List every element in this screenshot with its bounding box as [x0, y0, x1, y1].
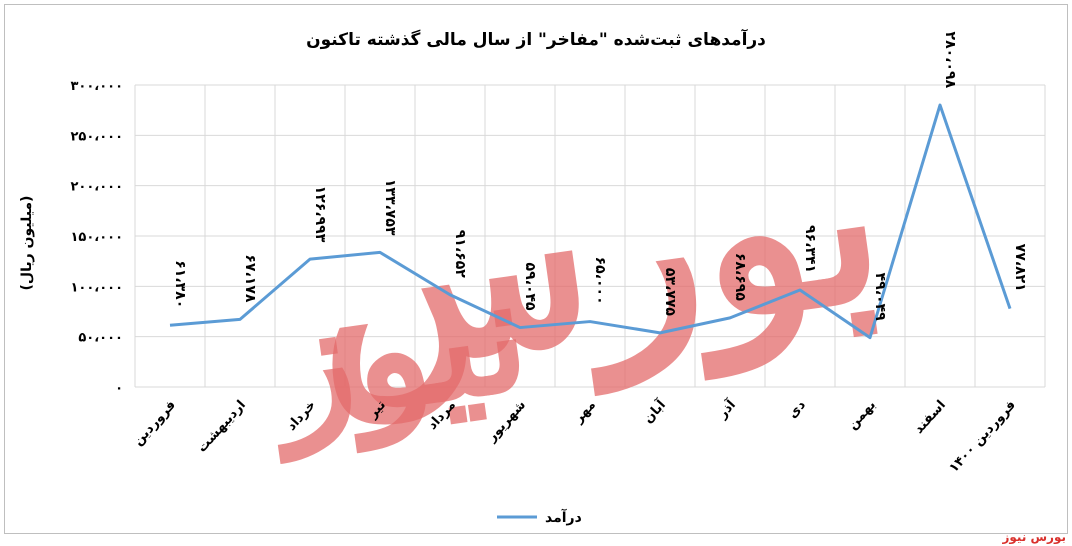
- y-tick-label: ۲۰۰،۰۰۰: [70, 180, 123, 195]
- x-tick-label: دی: [785, 397, 809, 421]
- x-axis-ticks: فروردین اردیبهشت خرداد تیر مرداد شهریور مهر آبا…: [131, 396, 1019, 476]
- y-tick-label: ۲۵۰،۰۰۰: [70, 129, 123, 144]
- y-axis-ticks: ۰ ۵۰،۰۰۰ ۱۰۰،۰۰۰ ۱۵۰،۰۰۰ ۲۰۰،۰۰۰ ۲۵۰،۰۰۰ ۳۰۰،۰…: [70, 79, 123, 396]
- x-tick-label: مهر: [571, 398, 599, 427]
- data-label: ۵۳،۷۷۵: [662, 268, 678, 316]
- y-tick-label: ۰: [115, 381, 123, 396]
- data-labels: ۶۱،۳۸۰ ۶۷،۱۷۸ ۱۲۶،۹۹۳ ۱۳۳،۷۵۳ ۹۱،۶۵۲ ۵۹،۰۴۵ ۶۵…: [172, 32, 1028, 322]
- x-tick-label: آذر: [713, 396, 739, 422]
- data-label: ۶۸،۶۹۵: [732, 253, 748, 301]
- x-tick-label: اسفند: [911, 398, 949, 437]
- y-tick-label: ۱۰۰،۰۰۰: [70, 280, 123, 295]
- watermark-secondary: نیوز: [253, 238, 540, 465]
- y-tick-label: ۳۰۰،۰۰۰: [70, 79, 123, 94]
- x-tick-label: اردیبهشت: [195, 398, 249, 456]
- data-label: ۹۱،۶۵۲: [452, 230, 468, 278]
- legend: درآمد: [497, 508, 582, 526]
- data-label: ۶۷،۱۷۸: [242, 254, 258, 302]
- chart-canvas: بورس نیوز درآمدهای ثبت‌شده "مفاخر" از سا…: [19, 28, 1046, 526]
- x-tick-label: فروردین: [131, 398, 179, 449]
- series-lines: [169, 103, 1012, 340]
- gridlines: [134, 84, 1046, 388]
- source-label: بورس نیوز: [1002, 530, 1066, 544]
- legend-label: درآمد: [545, 508, 582, 526]
- data-label: ۱۳۳،۷۵۳: [382, 179, 398, 236]
- x-tick-label: بهمن: [845, 398, 879, 433]
- chart-frame: بورس نیوز درآمدهای ثبت‌شده "مفاخر" از سا…: [4, 4, 1068, 534]
- y-tick-label: ۵۰،۰۰۰: [78, 331, 123, 346]
- y-tick-label: ۱۵۰،۰۰۰: [70, 230, 123, 245]
- data-label: ۵۹،۰۴۵: [522, 263, 538, 311]
- x-tick-label: آبان: [639, 396, 669, 427]
- data-label: ۶۱،۳۸۰: [172, 260, 188, 308]
- data-label: ۴۹،۰۴۹: [872, 273, 888, 321]
- data-label: ۷۷،۸۲۱: [1012, 244, 1028, 292]
- data-label: ۱۲۶،۹۹۳: [312, 186, 328, 243]
- x-tick-label: فروردین ۱۴۰۰: [946, 398, 1019, 476]
- data-label: ۹۶،۳۴۱: [802, 225, 818, 273]
- y-axis-label: (میلیون ریال): [19, 196, 35, 291]
- chart-title: درآمدهای ثبت‌شده "مفاخر" از سال مالی گذش…: [306, 28, 766, 50]
- data-label: ۶۵،۰۰۰: [592, 257, 608, 305]
- data-label: ۲۸۰،۰۹۸: [942, 32, 958, 89]
